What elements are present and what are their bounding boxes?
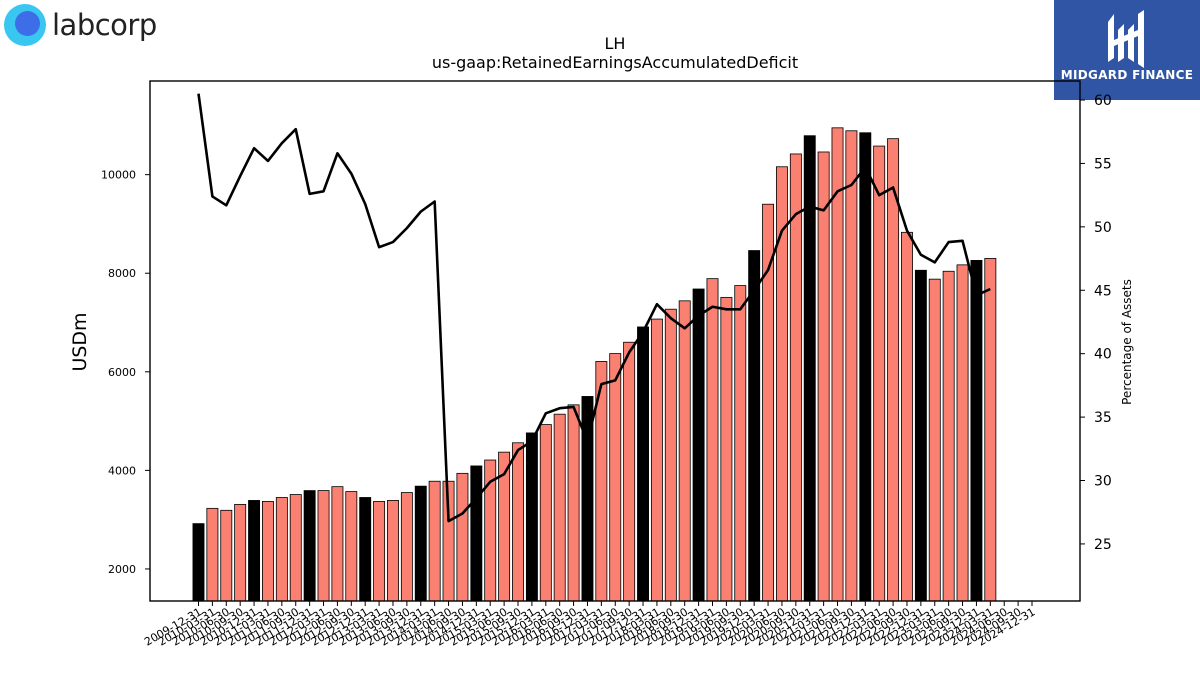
pct-of-assets-line: [197, 93, 991, 523]
bar-2015-12-31: [525, 432, 538, 602]
labcorp-logo: labcorp: [4, 4, 157, 46]
y2-tick-label-25: 25: [1094, 537, 1112, 553]
bar-2022-12-31: [914, 269, 927, 602]
y2-tick-label-50: 50: [1094, 220, 1112, 236]
bar-2011-12-31: [303, 490, 316, 602]
bar-2011-03-31: [261, 501, 274, 602]
y-axis-label: USDm: [69, 312, 91, 371]
bar-2010-06-30: [220, 509, 233, 602]
bar-2010-09-30: [234, 503, 247, 602]
bar-2012-12-31: [359, 497, 372, 602]
bar-2010-03-31: [206, 507, 219, 602]
bar-2013-06-30: [387, 500, 399, 602]
bar-2021-12-31: [859, 132, 872, 602]
bar-2013-03-31: [373, 501, 386, 602]
bar-2020-09-30: [789, 153, 802, 602]
bar-2022-09-30: [901, 231, 913, 602]
line-layer: [197, 93, 991, 523]
bar-2012-03-31: [317, 490, 330, 602]
bar-2024-03-31: [984, 258, 997, 602]
y-tick-label-2000: 2000: [108, 563, 136, 576]
y-tick-label-8000: 8000: [108, 267, 136, 280]
chart-title: LH: [605, 34, 626, 53]
y2-tick-label-60: 60: [1094, 93, 1112, 109]
midgard-finance-logo-icon: [1108, 10, 1144, 68]
chart-subtitle: us-gaap:RetainedEarningsAccumulatedDefic…: [432, 53, 798, 72]
bar-2019-12-31: [748, 250, 761, 602]
bar-2011-09-30: [289, 494, 302, 602]
bar-2017-12-31: [637, 326, 649, 602]
bar-2012-06-30: [331, 486, 344, 602]
bar-2013-09-30: [400, 492, 413, 602]
bar-2015-09-30: [512, 442, 524, 602]
midgard-finance-logo: MIDGARD FINANCE: [1054, 0, 1200, 100]
y2-tick-label-35: 35: [1094, 410, 1112, 426]
y2-axis-label: Percentage of Assets: [1120, 279, 1134, 405]
y2-tick-label-40: 40: [1094, 347, 1112, 363]
bar-2023-03-31: [928, 278, 941, 602]
bar-2017-06-30: [609, 353, 622, 602]
bar-2017-09-30: [623, 341, 636, 602]
bar-2014-09-30: [456, 472, 469, 602]
bar-2023-12-31: [970, 260, 983, 602]
bar-2014-03-31: [428, 480, 441, 602]
bar-2021-09-30: [845, 130, 858, 602]
bar-2013-12-31: [414, 485, 427, 602]
bars-layer: [192, 127, 997, 602]
bar-2014-12-31: [470, 465, 483, 602]
bar-2020-03-31: [762, 203, 775, 602]
bar-2023-09-30: [956, 264, 969, 602]
bar-2016-09-30: [567, 404, 580, 602]
bar-2018-12-31: [692, 288, 705, 602]
bar-2016-06-30: [553, 413, 566, 602]
bar-2019-09-30: [734, 285, 747, 602]
y-tick-label-4000: 4000: [108, 464, 136, 477]
bar-2019-03-31: [706, 278, 719, 602]
y2-tick-label-45: 45: [1094, 283, 1112, 299]
bar-2019-06-30: [720, 296, 733, 602]
midgard-finance-logo-text: MIDGARD FINANCE: [1060, 68, 1194, 82]
y-tick-label-6000: 6000: [108, 366, 136, 379]
bar-2018-06-30: [664, 308, 677, 602]
bar-2018-03-31: [650, 318, 663, 602]
bar-2012-09-30: [345, 491, 358, 602]
bar-2021-03-31: [817, 151, 830, 602]
bar-2022-06-30: [887, 138, 900, 602]
y2-tick-label-30: 30: [1094, 474, 1112, 490]
bar-2018-09-30: [678, 300, 691, 602]
bar-2023-06-30: [942, 270, 955, 602]
bar-2011-06-30: [275, 497, 288, 602]
labcorp-logo-text: labcorp: [52, 8, 157, 42]
bar-2009-12-31: [192, 523, 205, 602]
labcorp-logo-icon: [4, 4, 46, 46]
bar-2010-12-31: [248, 500, 261, 602]
y2-tick-label-55: 55: [1094, 156, 1112, 172]
bar-2022-03-31: [873, 145, 886, 602]
bar-2016-03-31: [539, 424, 552, 602]
y-tick-label-10000: 10000: [101, 169, 136, 182]
